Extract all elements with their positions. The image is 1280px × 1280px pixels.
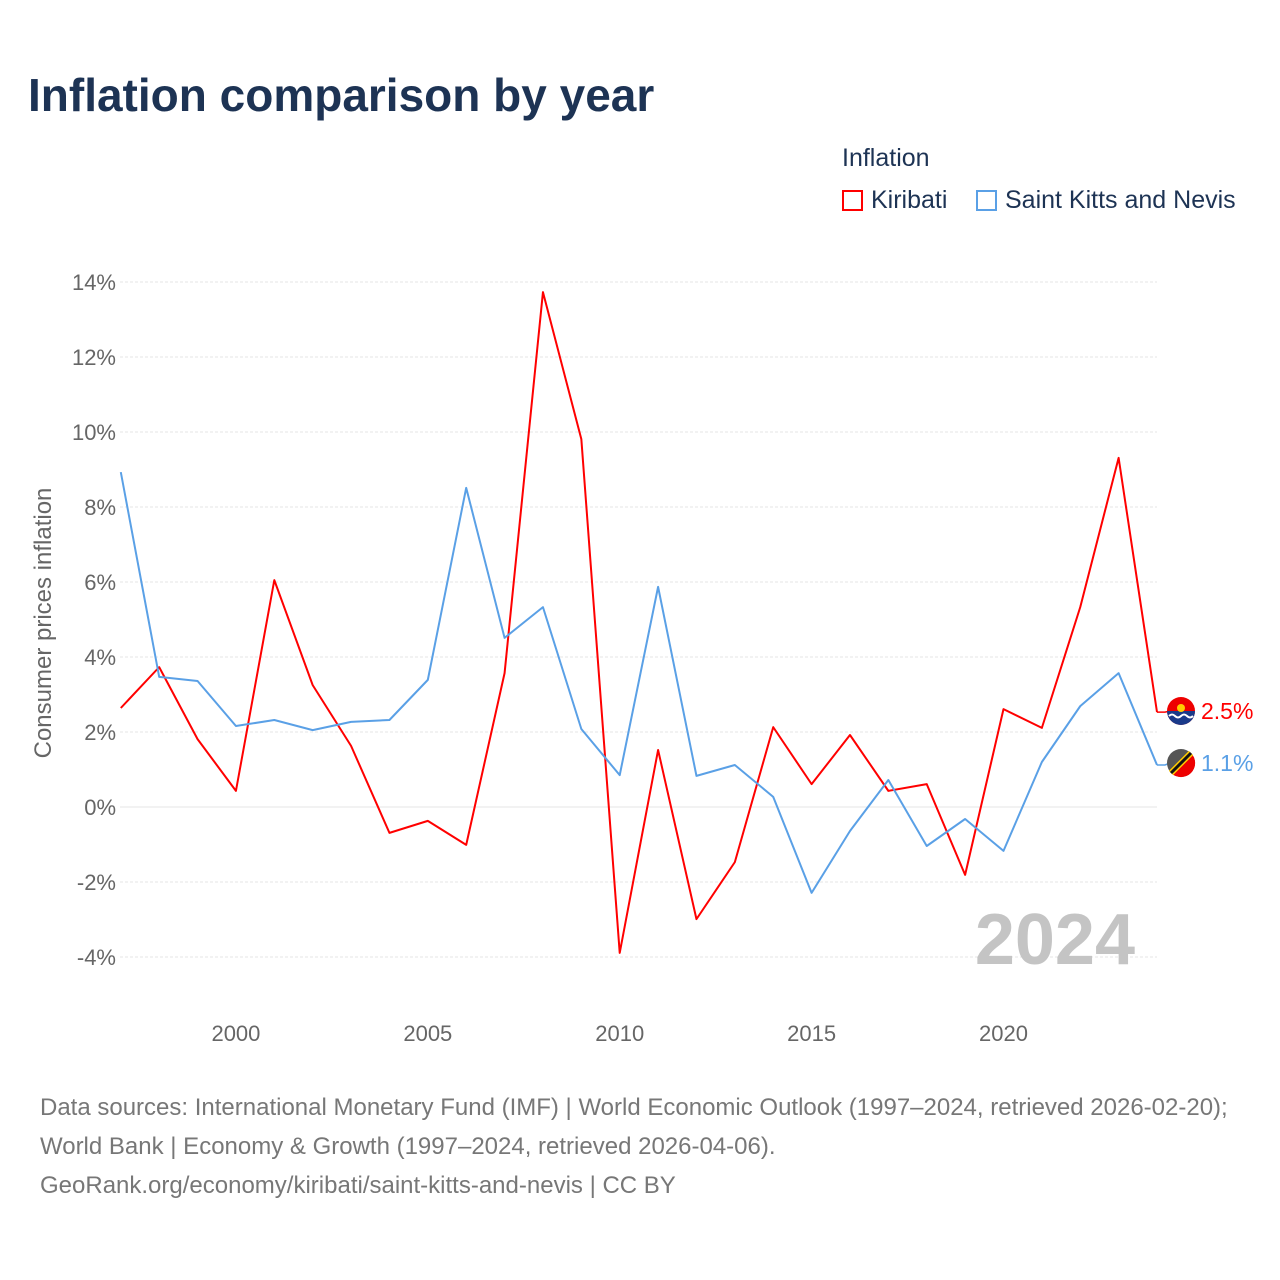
data-point	[270, 576, 278, 584]
data-point	[808, 889, 816, 897]
data-point	[961, 815, 969, 823]
data-point	[309, 681, 317, 689]
data-point	[999, 705, 1007, 713]
chart-title: Inflation comparison by year	[28, 69, 655, 121]
data-point	[1076, 702, 1084, 710]
legend-swatch	[842, 190, 863, 211]
data-point	[846, 731, 854, 739]
data-point	[117, 468, 125, 476]
data-point	[194, 735, 202, 743]
legend-item-kiribati[interactable]: Kiribati	[842, 186, 947, 215]
x-tick-label: 2010	[595, 1021, 644, 1046]
data-point	[961, 871, 969, 879]
data-point	[309, 726, 317, 734]
y-tick-label: 8%	[84, 495, 116, 520]
x-tick-label: 2020	[979, 1021, 1028, 1046]
data-sources: Data sources: International Monetary Fun…	[40, 1094, 1228, 1160]
y-tick-label: 10%	[72, 420, 116, 445]
data-point	[1115, 454, 1123, 462]
legend-swatch	[976, 190, 997, 211]
y-tick-label: 14%	[72, 270, 116, 295]
data-point	[501, 634, 509, 642]
data-point	[884, 776, 892, 784]
data-point	[539, 288, 547, 296]
data-point	[194, 677, 202, 685]
y-tick-label: -2%	[77, 870, 116, 895]
data-point	[731, 761, 739, 769]
legend-item-saint-kitts-and-nevis[interactable]: Saint Kitts and Nevis	[976, 186, 1236, 215]
footer: Data sources: International Monetary Fun…	[40, 1088, 1250, 1205]
data-point	[846, 827, 854, 835]
data-point	[232, 722, 240, 730]
series-line-saint-kitts-and-nevis	[119, 471, 1158, 894]
data-point	[692, 772, 700, 780]
data-point	[117, 704, 125, 712]
data-point	[347, 742, 355, 750]
line-chart: -4% -2% 0% 2% 4% 6% 8% 10% 12% 14% 2000 2005 2010 201…	[30, 270, 1253, 1046]
x-tick-label: 2015	[787, 1021, 836, 1046]
data-point	[616, 771, 624, 779]
kiribati-flag-icon	[1167, 697, 1195, 725]
y-tick-label: 6%	[84, 570, 116, 595]
data-point	[769, 723, 777, 731]
data-point	[616, 949, 624, 957]
legend-label: Saint Kitts and Nevis	[1005, 186, 1236, 214]
data-point	[654, 746, 662, 754]
y-tick-label: 2%	[84, 720, 116, 745]
data-point	[385, 716, 393, 724]
legend-title: Inflation	[842, 144, 930, 172]
data-point	[539, 603, 547, 611]
saint-kitts-flag-icon	[1167, 749, 1196, 778]
data-point	[884, 787, 892, 795]
data-point	[155, 673, 163, 681]
data-point	[347, 718, 355, 726]
x-tick-label: 2005	[403, 1021, 452, 1046]
data-point	[808, 780, 816, 788]
x-tick-label: 2000	[211, 1021, 260, 1046]
y-tick-label: -4%	[77, 945, 116, 970]
data-point	[1038, 758, 1046, 766]
data-point	[1076, 603, 1084, 611]
y-tick-label: 12%	[72, 345, 116, 370]
end-value-label: 2.5%	[1201, 698, 1253, 724]
data-point	[769, 793, 777, 801]
data-point	[462, 484, 470, 492]
flag-band-inner	[1169, 751, 1193, 775]
data-point	[424, 676, 432, 684]
data-point	[577, 725, 585, 733]
legend-label: Kiribati	[871, 186, 948, 214]
data-point	[654, 583, 662, 591]
data-point	[692, 915, 700, 923]
data-point	[232, 787, 240, 795]
data-point	[424, 817, 432, 825]
data-point	[462, 841, 470, 849]
year-watermark: 2024	[975, 900, 1135, 980]
data-point	[385, 829, 393, 837]
flag-sun	[1177, 704, 1185, 712]
data-point	[923, 780, 931, 788]
flag-wave	[1168, 713, 1194, 719]
data-point	[1115, 669, 1123, 677]
data-point	[270, 716, 278, 724]
data-point	[501, 669, 509, 677]
data-point	[731, 858, 739, 866]
end-value-label: 1.1%	[1201, 750, 1253, 776]
data-point	[999, 847, 1007, 855]
source-link[interactable]: GeoRank.org/economy/kiribati/saint-kitts…	[40, 1172, 676, 1199]
data-point	[1038, 724, 1046, 732]
data-point	[923, 842, 931, 850]
y-axis-label: Consumer prices inflation	[30, 488, 57, 759]
y-tick-label: 4%	[84, 645, 116, 670]
data-point	[577, 435, 585, 443]
series-line-kiribati	[120, 291, 1158, 954]
y-tick-label: 0%	[84, 795, 116, 820]
